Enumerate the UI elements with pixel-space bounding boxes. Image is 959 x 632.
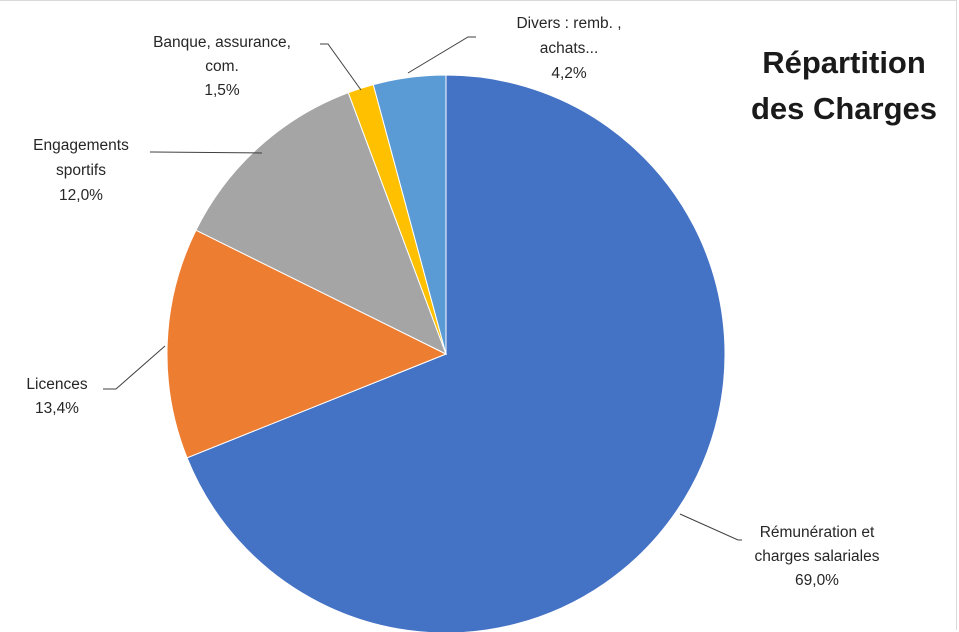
slice-category-label-3-1: com. bbox=[205, 58, 239, 75]
slice-category-label-0-1: charges salariales bbox=[755, 548, 880, 565]
chart-title: Répartition des Charges bbox=[736, 40, 952, 132]
slice-category-label-0-0: Rémunération et bbox=[760, 524, 875, 541]
slice-value-label-3: 1,5% bbox=[204, 82, 240, 99]
pie-slice-2 bbox=[195, 92, 447, 356]
leader-line-0 bbox=[679, 513, 742, 541]
data-labels: Rémunération et charges salariales 69,0% Li… bbox=[26, 15, 879, 589]
slice-value-label-2: 12,0% bbox=[59, 187, 103, 204]
slice-value-label-4: 4,2% bbox=[551, 65, 587, 82]
pie-slice-1 bbox=[166, 229, 448, 459]
leader-line-3 bbox=[320, 43, 362, 91]
slice-category-label-4-1: achats... bbox=[540, 40, 599, 57]
slice-value-label-0: 69,0% bbox=[795, 572, 839, 589]
leader-line-4 bbox=[407, 36, 476, 74]
slice-category-label-1-0: Licences bbox=[26, 376, 87, 393]
slice-category-label-2-0: Engagements bbox=[33, 137, 129, 154]
chart-title-line-2: des Charges bbox=[750, 91, 938, 126]
leader-line-2 bbox=[150, 151, 263, 154]
pie-slice-4 bbox=[372, 74, 447, 355]
pie-slices bbox=[166, 74, 726, 632]
slice-value-label-1: 13,4% bbox=[35, 400, 79, 417]
leader-lines bbox=[103, 36, 742, 541]
leader-line-1 bbox=[103, 345, 166, 390]
slice-category-label-3-0: Banque, assurance, bbox=[153, 34, 291, 51]
pie-slice-0 bbox=[186, 74, 726, 632]
slice-category-label-4-0: Divers : remb. , bbox=[516, 15, 621, 32]
chart-title-line-1: Répartition bbox=[762, 45, 926, 80]
slice-category-label-2-1: sportifs bbox=[56, 162, 106, 179]
